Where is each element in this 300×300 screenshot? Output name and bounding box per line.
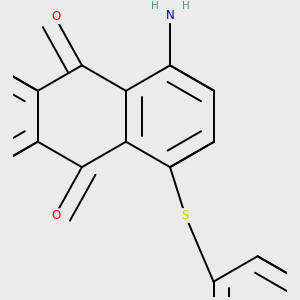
Text: N: N xyxy=(166,9,174,22)
Text: O: O xyxy=(52,209,61,222)
Text: S: S xyxy=(182,209,189,222)
Text: O: O xyxy=(52,10,61,23)
Text: H: H xyxy=(182,1,190,11)
Text: H: H xyxy=(151,1,158,11)
